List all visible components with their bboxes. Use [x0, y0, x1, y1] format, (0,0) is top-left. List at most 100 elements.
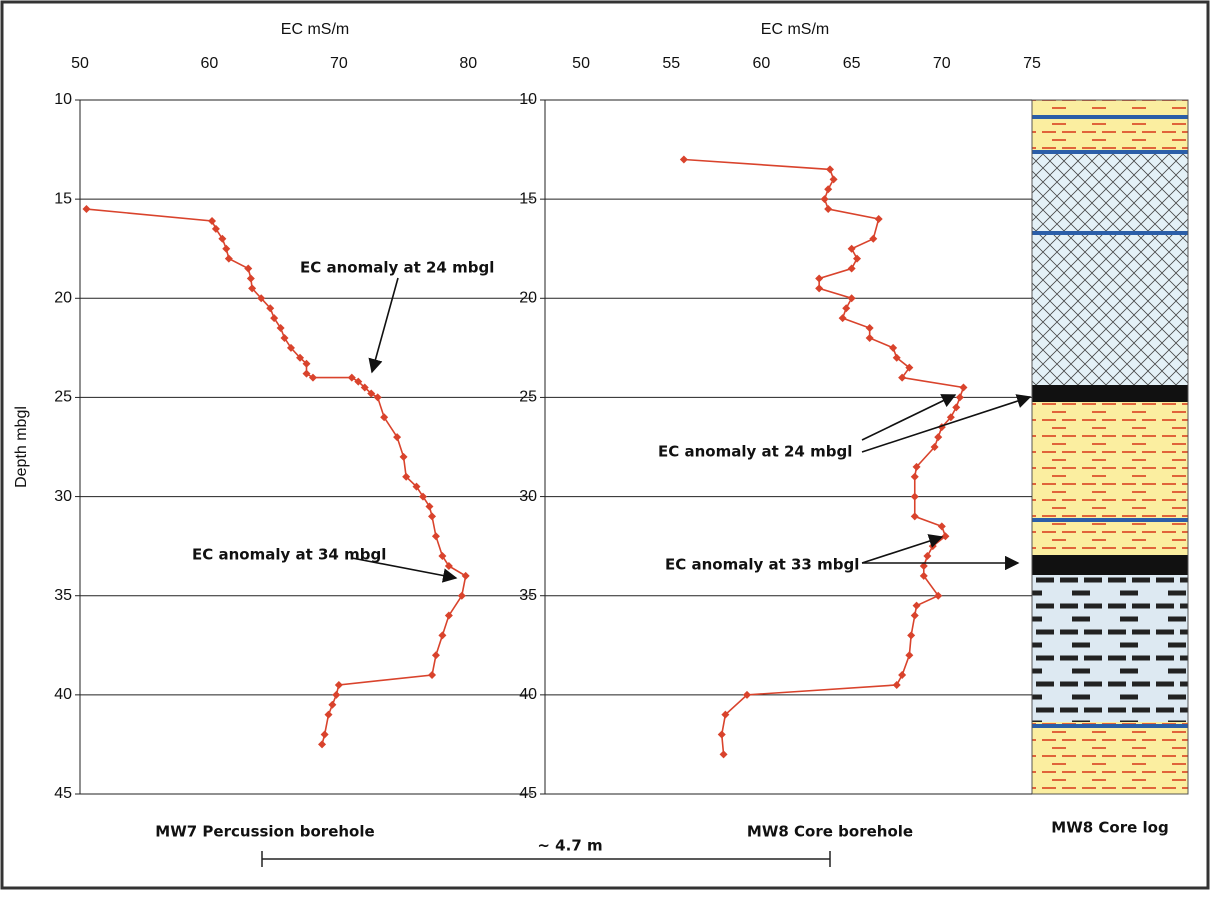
y-tick-label: 15 [54, 190, 72, 207]
annotation-arrow [861, 394, 957, 441]
data-point [829, 175, 838, 184]
data-point [318, 740, 327, 749]
y-tick-label: 30 [519, 488, 537, 505]
y-tick-label: 15 [519, 190, 537, 207]
data-point [257, 294, 266, 303]
x-tick-label: 70 [933, 55, 951, 72]
annotation-arrow [861, 394, 1032, 453]
x-tick-label: 55 [662, 55, 680, 72]
data-point [892, 353, 901, 362]
data-point [211, 224, 220, 233]
data-point [334, 680, 343, 689]
core-log-title: MW8 Core log [1051, 819, 1168, 837]
data-point [412, 482, 421, 491]
data-point [302, 369, 311, 378]
data-point [276, 324, 285, 333]
data-point [354, 377, 363, 386]
data-point [898, 671, 907, 680]
annotation-arrow [368, 277, 399, 374]
data-point [824, 185, 833, 194]
x-tick-label: 75 [1023, 55, 1041, 72]
data-point [825, 165, 834, 174]
data-point [923, 552, 932, 561]
annotation: EC anomaly at 34 mbgl [192, 546, 386, 564]
data-point [280, 333, 289, 342]
data-point [937, 522, 946, 531]
data-point [438, 552, 447, 561]
data-point [360, 383, 369, 392]
y-tick-label: 10 [519, 91, 537, 108]
x-tick-label: 50 [71, 55, 89, 72]
y-tick-label: 10 [54, 91, 72, 108]
data-point [208, 216, 217, 225]
data-point [930, 443, 939, 451]
y-tick-label: 20 [54, 290, 72, 307]
data-point [320, 730, 329, 739]
data-point [910, 472, 919, 481]
data-point [898, 373, 907, 382]
data-point [847, 244, 856, 253]
y-tick-label: 45 [519, 785, 537, 802]
x-tick-label: 65 [843, 55, 861, 72]
data-point [865, 324, 874, 333]
data-point [380, 413, 389, 422]
data-point [367, 389, 376, 398]
data-point [934, 591, 943, 600]
data-point [721, 710, 730, 719]
x-tick-label: 80 [459, 55, 477, 72]
core-log [1031, 99, 1189, 795]
data-point [892, 680, 901, 689]
data-point [332, 690, 341, 699]
data-point [919, 561, 928, 570]
y-tick-label: 40 [519, 686, 537, 703]
y-tick-label: 25 [519, 389, 537, 406]
x-axis-title: EC mS/m [761, 21, 829, 38]
annotation: EC anomaly at 24 mbgl [300, 259, 494, 277]
data-point [244, 264, 253, 273]
y-tick-label: 30 [54, 488, 72, 505]
data-point [912, 601, 921, 610]
chart-caption: MW8 Core borehole [747, 823, 913, 841]
data-point [286, 343, 295, 352]
x-tick-label: 60 [753, 55, 771, 72]
data-point [959, 383, 968, 392]
data-point [82, 205, 91, 214]
data-point [444, 561, 453, 570]
data-point [431, 651, 440, 660]
data-point [719, 750, 728, 759]
data-point [270, 314, 279, 323]
x-tick-label: 60 [201, 55, 219, 72]
data-point [820, 195, 829, 204]
data-point [248, 284, 257, 293]
data-point [402, 472, 411, 481]
data-point [308, 373, 317, 382]
data-point [743, 690, 752, 699]
data-point [428, 512, 437, 521]
data-point [847, 294, 856, 303]
data-point [941, 532, 950, 541]
y-tick-label: 40 [54, 686, 72, 703]
data-point [847, 264, 856, 273]
x-axis-title: EC mS/m [281, 21, 349, 38]
data-point [910, 512, 919, 521]
x-tick-label: 70 [330, 55, 348, 72]
data-point [838, 314, 847, 323]
data-point [438, 631, 447, 640]
annotation-arrow [861, 534, 944, 564]
data-point [328, 700, 337, 709]
data-point [246, 274, 255, 283]
data-point [889, 343, 898, 352]
data-point [457, 591, 466, 600]
data-point [302, 359, 311, 368]
data-point [373, 393, 382, 402]
data-point [842, 304, 851, 313]
data-point [222, 244, 231, 253]
y-tick-label: 25 [54, 389, 72, 406]
data-point [418, 492, 427, 501]
y-tick-label: 45 [54, 785, 72, 802]
data-point [815, 274, 824, 283]
data-point [869, 234, 878, 243]
x-tick-label: 50 [572, 55, 590, 72]
y-axis-title: Depth mbgl [13, 406, 30, 488]
